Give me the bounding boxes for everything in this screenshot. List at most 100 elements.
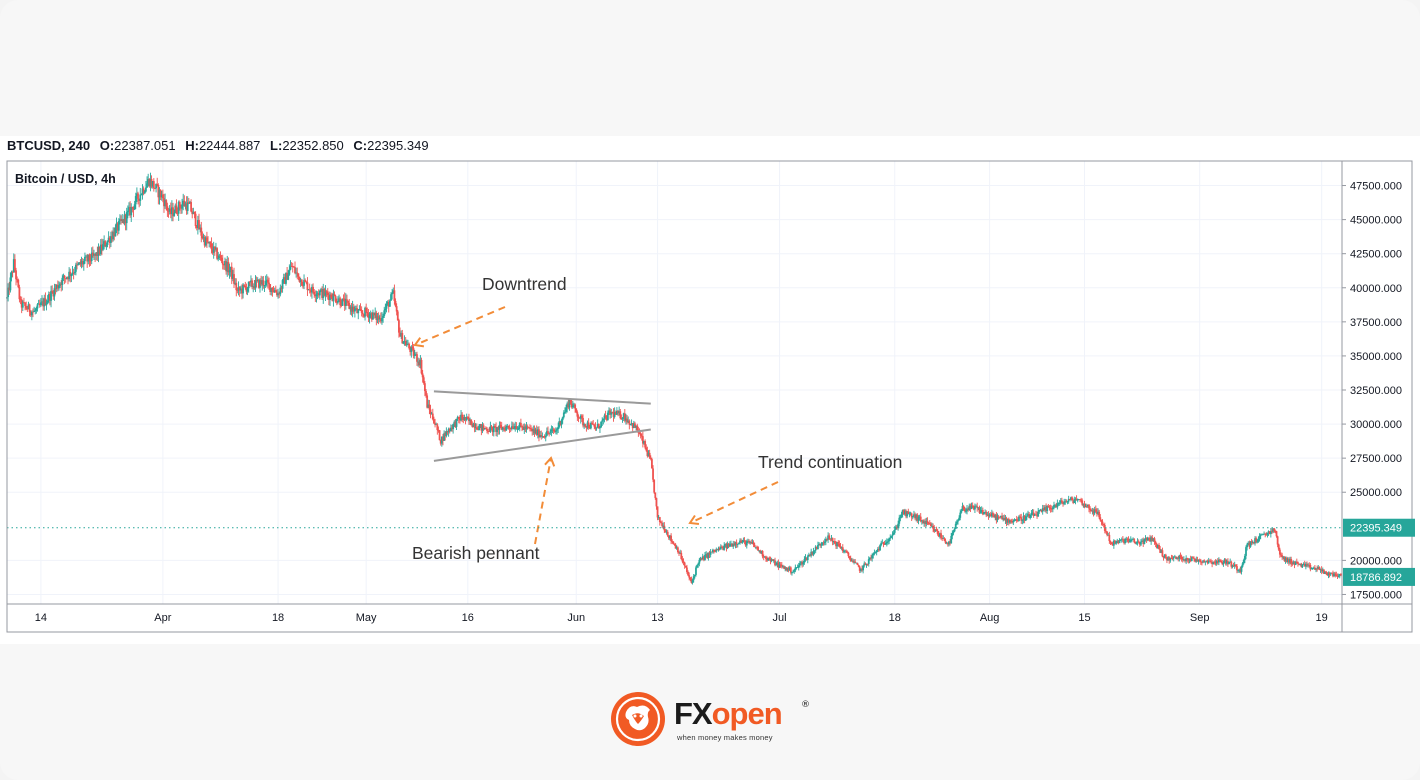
candle-body (775, 564, 778, 566)
candle-body (428, 404, 431, 410)
price-tag (1343, 518, 1415, 537)
candle-body (1215, 560, 1218, 564)
candle-body (464, 417, 467, 421)
candle-body (1138, 541, 1141, 545)
candle-body (367, 313, 370, 318)
candle-body (702, 556, 705, 560)
candle-body (744, 540, 747, 546)
candle-body (181, 204, 183, 209)
candle-body (1155, 543, 1158, 548)
candle-body (776, 562, 779, 565)
candle-body (752, 542, 755, 545)
candle-body (512, 426, 514, 429)
candle-body (951, 533, 954, 537)
candle-body (130, 206, 133, 216)
candle-body (1107, 534, 1110, 536)
candle-body (937, 534, 940, 537)
candle-body (583, 424, 586, 426)
candle-body (1037, 511, 1040, 517)
candle-body (408, 343, 410, 349)
candle-body (438, 430, 441, 441)
candle-body (62, 275, 65, 278)
candle-body (131, 206, 134, 208)
candle-body (443, 433, 445, 441)
candle-body (1097, 511, 1099, 514)
x-tick-label: 14 (35, 612, 47, 624)
candle-body (730, 543, 732, 545)
candle-body (778, 564, 781, 568)
candle-body (819, 544, 822, 545)
candle-body (1271, 531, 1273, 533)
candle-body (472, 423, 475, 427)
candle-body (959, 512, 962, 518)
candle-body (1306, 564, 1308, 566)
candle-body (996, 516, 999, 521)
candle-body (788, 567, 791, 571)
candle-body (1013, 520, 1016, 521)
candle-body (124, 214, 127, 224)
candle-body (298, 276, 301, 283)
candle-body (632, 423, 635, 429)
x-tick-label: 19 (1316, 612, 1328, 624)
candle-body (1020, 517, 1023, 521)
candle-body (452, 424, 455, 430)
candle-body (1321, 569, 1324, 572)
annotation-arrowhead (413, 337, 425, 348)
candle-body (373, 312, 375, 316)
candle-body (1080, 499, 1082, 501)
price-chart[interactable]: Downtrend Bearish pennant Trend continuati… (0, 136, 1420, 644)
candle-body (67, 277, 69, 280)
candle-body (222, 264, 225, 266)
candle-body (1166, 557, 1168, 561)
candle-body (202, 237, 205, 239)
candle-body (269, 284, 272, 292)
candle-body (191, 211, 194, 215)
candle-body (1051, 507, 1054, 509)
candle-body (1059, 500, 1062, 503)
candle-body (1213, 562, 1216, 563)
x-tick-label: Jul (773, 612, 787, 624)
candle-body (248, 281, 251, 283)
candle-body (393, 290, 396, 301)
candle-body (376, 316, 379, 320)
candle-body (496, 427, 499, 432)
candle-body (337, 300, 339, 303)
candle-body (859, 568, 862, 571)
candle-body (813, 550, 816, 552)
candle-body (28, 304, 31, 313)
y-tick-label: 45000.000 (1350, 215, 1402, 227)
candle-body (71, 272, 74, 275)
candle-body (90, 252, 93, 261)
candle-body (753, 544, 756, 548)
candle-body (65, 277, 68, 279)
candle-body (508, 427, 511, 429)
candle-body (920, 520, 923, 522)
candle-body (246, 288, 249, 292)
candle-body (803, 559, 806, 563)
fxopen-logo: FXopen ® when money makes money (610, 690, 830, 748)
open-label: O: (99, 138, 115, 153)
candle-body (215, 248, 217, 250)
candle-body (1268, 531, 1271, 535)
candle-body (423, 383, 426, 392)
candle-body (386, 302, 389, 304)
price-tag-label: 22395.349 (1350, 523, 1402, 535)
candle-body (335, 301, 338, 303)
candle-body (1337, 575, 1340, 577)
candle-body (280, 287, 283, 289)
candle-body (949, 541, 951, 544)
candle-body (544, 435, 547, 438)
candle-body (277, 293, 279, 296)
candle-body (1188, 558, 1191, 561)
candle-body (976, 506, 979, 508)
candle-body (1272, 528, 1275, 532)
candle-body (942, 538, 945, 540)
candle-body (492, 426, 495, 433)
candle-body (874, 552, 877, 554)
candle-body (412, 348, 415, 356)
candle-body (157, 185, 160, 198)
candle-body (1084, 505, 1087, 508)
candle-body (324, 291, 327, 296)
candle-body (770, 559, 773, 562)
candle-body (84, 256, 86, 262)
